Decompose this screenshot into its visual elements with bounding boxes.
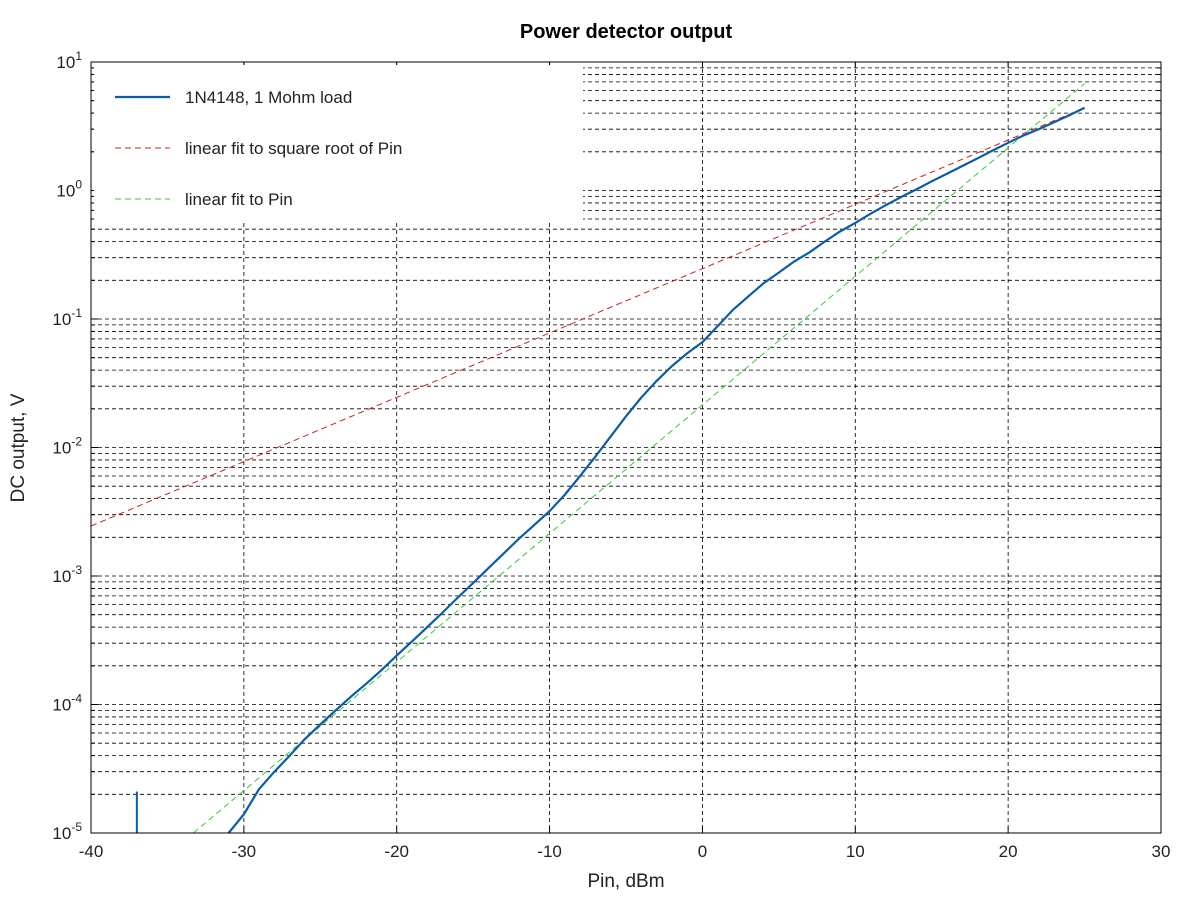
y-tick-label: 10-2 — [52, 435, 82, 458]
y-tick-label: 10-5 — [52, 820, 82, 843]
x-axis-label: Pin, dBm — [587, 871, 664, 892]
legend-box — [94, 65, 583, 220]
legend-label-1: linear fit to square root of Pin — [185, 139, 402, 158]
y-axis-label: DC output, V — [8, 393, 29, 502]
y-tick-label: 10-1 — [52, 306, 82, 329]
x-tick-label: 0 — [698, 842, 707, 861]
y-tick-label: 10-4 — [52, 692, 82, 715]
x-tick-label: -40 — [79, 842, 104, 861]
y-tick-label: 101 — [56, 49, 82, 72]
grid — [91, 62, 1161, 833]
legend-label-2: linear fit to Pin — [185, 190, 293, 209]
x-tick-label: 10 — [846, 842, 865, 861]
x-tick-label: -20 — [384, 842, 409, 861]
x-tick-label: 30 — [1152, 842, 1171, 861]
x-tick-label: -10 — [537, 842, 562, 861]
x-tick-label: -30 — [232, 842, 257, 861]
y-tick-label: 100 — [56, 178, 82, 201]
legend-label-0: 1N4148, 1 Mohm load — [185, 88, 352, 107]
ticks: -40 -30 -20 -10 0 10 20 30 10-5 10-4 10-3 10-2 10-1 1… — [52, 49, 1170, 861]
legend: 1N4148, 1 Mohm load linear fit to square … — [94, 65, 583, 220]
series-group — [90, 83, 1086, 834]
series-line-2 — [193, 83, 1085, 834]
series-line-0 — [227, 106, 1086, 834]
chart-title: Power detector output — [520, 21, 733, 43]
x-tick-label: 20 — [999, 842, 1018, 861]
y-tick-label: 10-3 — [52, 563, 82, 586]
